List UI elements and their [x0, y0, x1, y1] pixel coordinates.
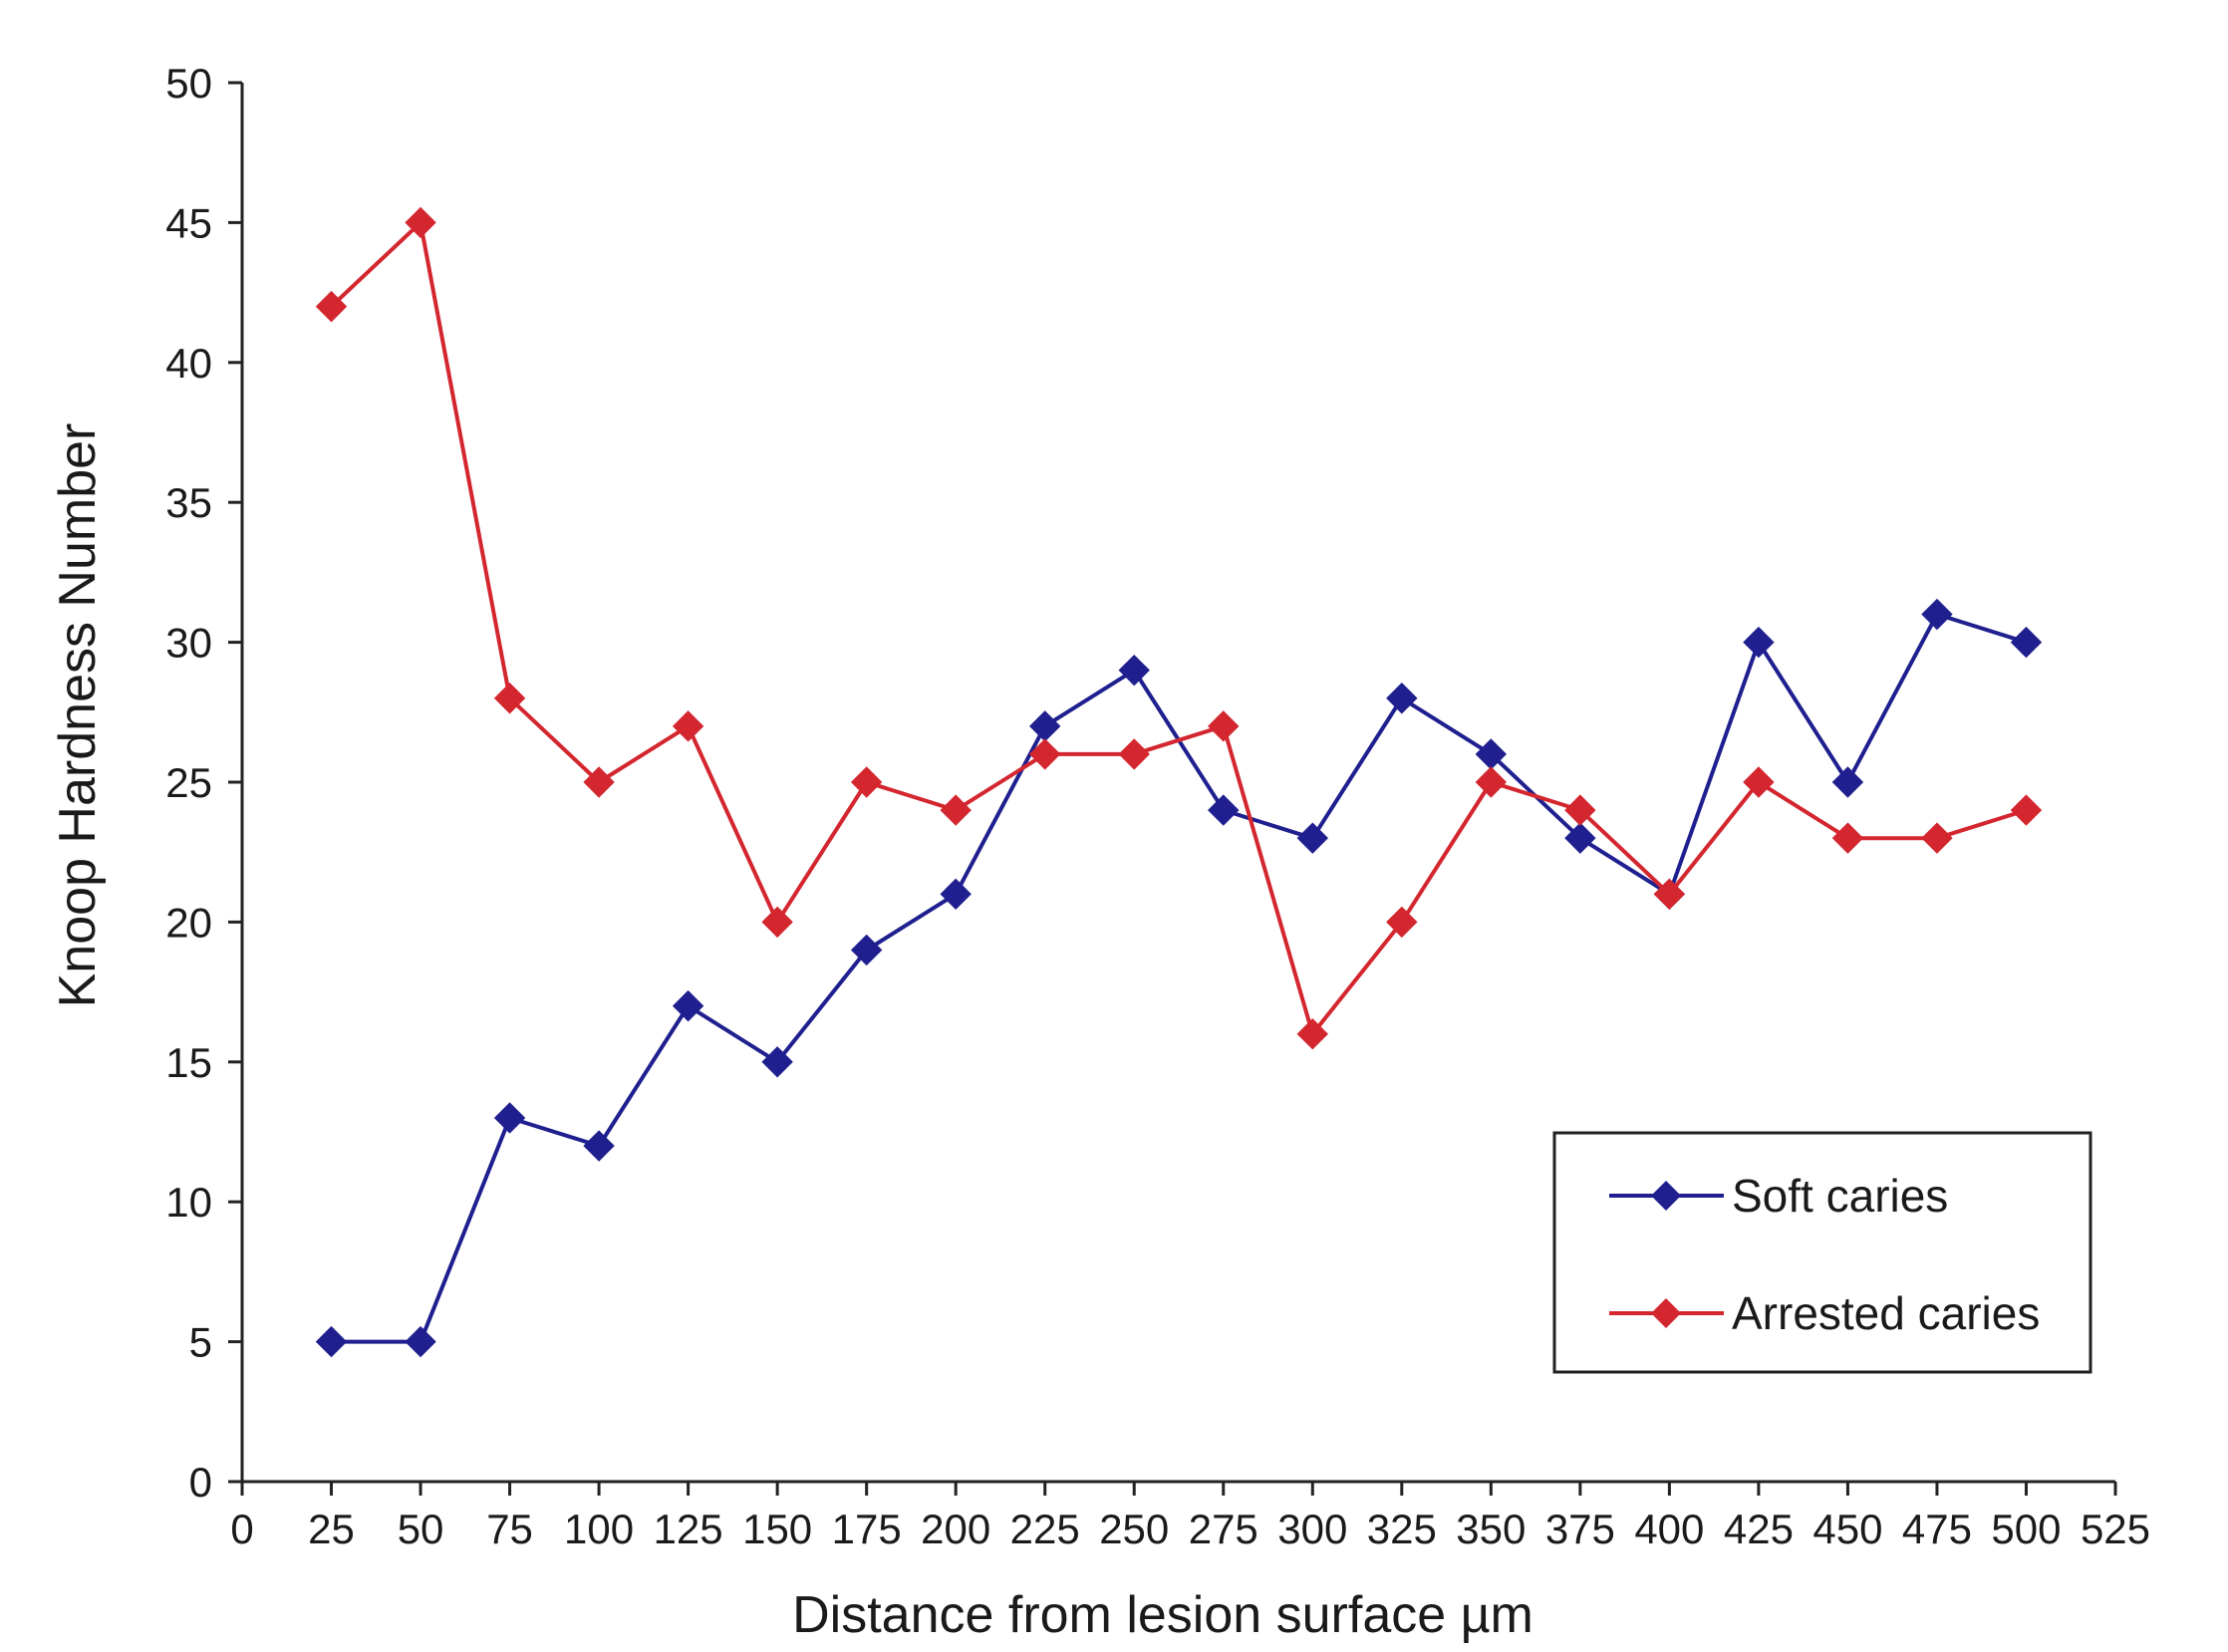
legend-item: Soft caries: [1609, 1170, 1948, 1222]
x-tick-label: 250: [1099, 1506, 1169, 1552]
x-axis: 0 25 50 75 100 125 150 175 200 225 250 275 300 325 350…: [230, 1480, 2150, 1552]
y-tick-label: 30: [165, 620, 212, 667]
data-point: [315, 290, 348, 323]
x-tick-label: 400: [1634, 1506, 1704, 1552]
x-tick-label: 350: [1456, 1506, 1526, 1552]
data-point: [761, 906, 793, 939]
data-point: [583, 1130, 615, 1162]
data-point: [940, 878, 972, 911]
data-point: [1743, 766, 1775, 798]
y-tick-label: 40: [165, 340, 212, 387]
x-tick-label: 425: [1724, 1506, 1794, 1552]
x-tick-label: 450: [1812, 1506, 1882, 1552]
x-tick-label: 475: [1902, 1506, 1972, 1552]
legend-marker: [1651, 1298, 1681, 1328]
y-tick-label: 25: [165, 759, 212, 806]
data-point: [2010, 794, 2043, 826]
x-tick-label: 25: [308, 1506, 355, 1552]
x-tick-label: 225: [1010, 1506, 1080, 1552]
data-point: [1296, 822, 1328, 854]
x-tick-label: 525: [2081, 1506, 2150, 1552]
series-arrested-caries: [315, 206, 2043, 1050]
data-point: [1831, 766, 1864, 798]
data-point: [493, 1102, 526, 1134]
legend-item: Arrested caries: [1609, 1287, 2040, 1339]
data-point: [1386, 683, 1418, 714]
x-tick-label: 100: [564, 1506, 634, 1552]
y-axis: 0 5 10 15 20 25 30 35 40 45 50: [165, 60, 244, 1506]
y-tick-label: 20: [165, 899, 212, 946]
x-tick-label: 275: [1189, 1506, 1258, 1552]
data-point: [672, 710, 704, 742]
data-point: [1564, 794, 1596, 826]
x-tick-label: 0: [230, 1506, 253, 1552]
x-tick-label: 500: [1991, 1506, 2061, 1552]
x-tick-label: 300: [1277, 1506, 1347, 1552]
data-point: [850, 934, 883, 966]
data-point: [315, 1325, 348, 1358]
data-point: [940, 794, 972, 826]
data-point: [1653, 878, 1686, 911]
data-point: [405, 1325, 436, 1358]
data-point: [1208, 710, 1240, 742]
legend-box: [1552, 1131, 2092, 1374]
data-point: [1921, 822, 1953, 854]
data-point: [583, 766, 615, 798]
data-point: [1296, 1018, 1328, 1050]
data-point: [493, 683, 526, 714]
data-point: [1029, 738, 1061, 770]
data-point: [1475, 766, 1508, 798]
data-point: [1118, 738, 1150, 770]
x-tick-label: 325: [1367, 1506, 1437, 1552]
data-point: [1921, 598, 1953, 631]
legend-marker: [1651, 1181, 1681, 1211]
y-tick-label: 0: [189, 1459, 212, 1506]
legend-label: Soft caries: [1732, 1170, 1948, 1222]
data-point: [850, 766, 883, 798]
data-point: [761, 1046, 793, 1078]
data-point: [1118, 654, 1150, 687]
x-tick-label: 200: [921, 1506, 990, 1552]
x-tick-label: 50: [398, 1506, 444, 1552]
data-point: [2010, 626, 2043, 659]
x-tick-label: 175: [832, 1506, 902, 1552]
data-point: [1029, 710, 1061, 742]
series-layer: [315, 206, 2043, 1358]
y-tick-label: 10: [165, 1179, 212, 1226]
x-axis-title: Distance from lesion surface µm: [792, 1586, 1533, 1644]
y-tick-label: 5: [189, 1319, 212, 1366]
y-axis-title: Knoop Hardness Number: [49, 423, 107, 1008]
data-point: [1386, 906, 1418, 939]
data-point: [1743, 626, 1775, 659]
data-point: [1831, 822, 1864, 854]
data-point: [1208, 794, 1240, 826]
series-line: [330, 220, 2028, 1036]
x-tick-label: 375: [1545, 1506, 1615, 1552]
x-tick-label: 125: [654, 1506, 723, 1552]
x-tick-label: 150: [742, 1506, 812, 1552]
data-point: [1564, 822, 1596, 854]
legend-label: Arrested caries: [1732, 1287, 2040, 1339]
x-tick-label: 75: [486, 1506, 533, 1552]
data-point: [672, 989, 704, 1022]
y-tick-label: 15: [165, 1039, 212, 1086]
y-tick-label: 45: [165, 199, 212, 246]
y-tick-label: 35: [165, 479, 212, 526]
legend: Soft caries Arrested caries: [1552, 1131, 2092, 1374]
y-tick-label: 50: [165, 60, 212, 107]
data-point: [405, 206, 436, 239]
